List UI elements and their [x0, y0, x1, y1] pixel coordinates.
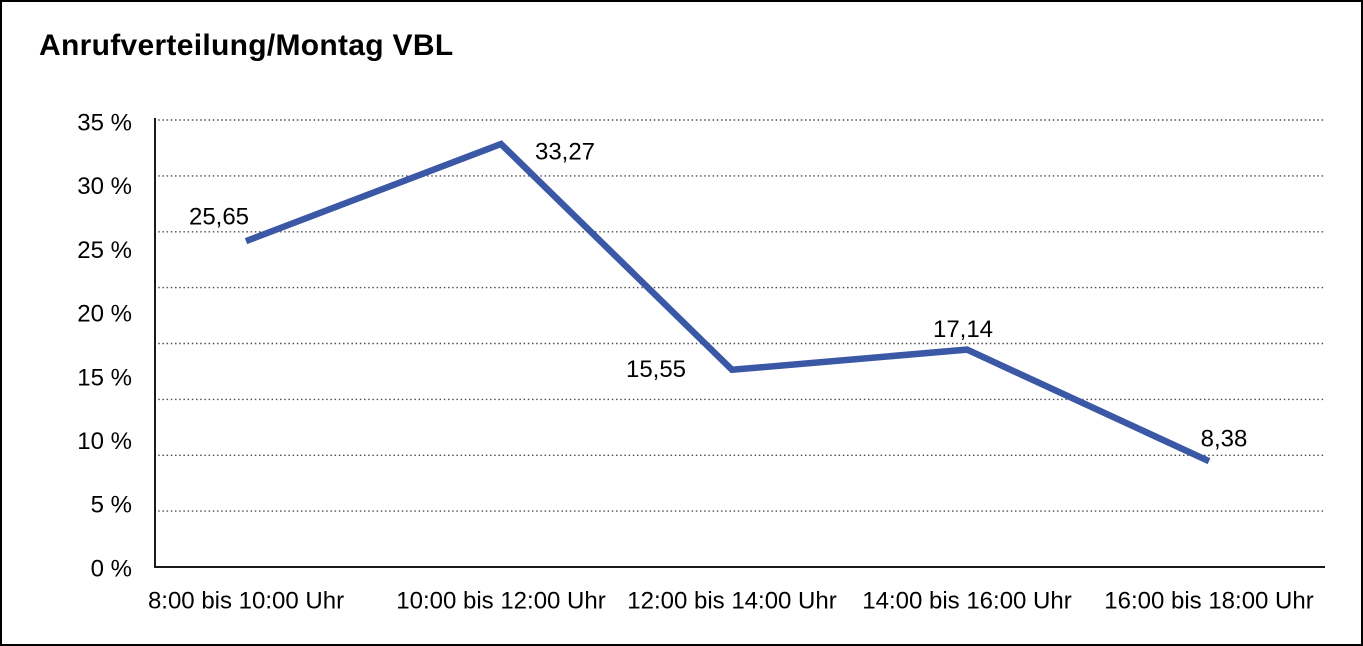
x-axis-category-label: 16:00 bis 18:00 Uhr: [1104, 587, 1313, 614]
y-axis-tick-label: 25 %: [77, 237, 132, 264]
series-line: [244, 140, 1211, 465]
x-axis-category-label: 10:00 bis 12:00 Uhr: [396, 587, 605, 614]
data-value-label: 8,38: [1201, 426, 1248, 453]
x-axis-category-label: 8:00 bis 10:00 Uhr: [148, 587, 344, 614]
data-value-label: 15,55: [626, 356, 686, 383]
y-axis-tick-label: 15 %: [77, 364, 132, 391]
y-axis-tick-label: 0 %: [91, 555, 132, 582]
y-axis-tick-label: 30 %: [77, 173, 132, 200]
data-value-label: 17,14: [933, 316, 993, 343]
chart-title: Anrufverteilung/Montag VBL: [39, 29, 454, 62]
data-value-label: 33,27: [535, 138, 595, 165]
y-axis-tick-label: 35 %: [77, 109, 132, 136]
y-axis-tick-label: 20 %: [77, 301, 132, 328]
x-axis-category-label: 12:00 bis 14:00 Uhr: [627, 587, 836, 614]
y-axis-tick-label: 10 %: [77, 428, 132, 455]
y-axis-tick-label: 5 %: [91, 492, 132, 519]
x-axis-category-label: 14:00 bis 16:00 Uhr: [862, 587, 1071, 614]
data-value-label: 25,65: [189, 204, 249, 231]
